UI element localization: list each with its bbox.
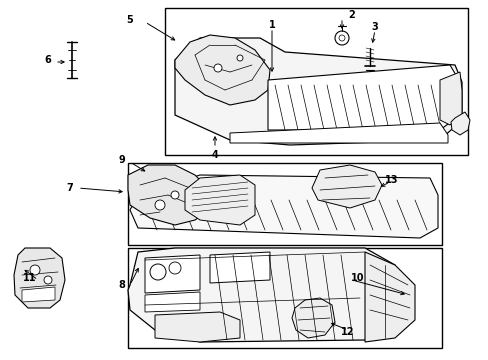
Circle shape [237,55,243,61]
Polygon shape [267,65,459,130]
Polygon shape [128,248,394,342]
Text: 3: 3 [371,22,378,32]
Circle shape [338,35,345,41]
Polygon shape [14,248,65,308]
Polygon shape [155,312,240,342]
Polygon shape [175,35,269,105]
Circle shape [44,276,52,284]
Polygon shape [439,72,461,125]
Text: 12: 12 [341,327,354,337]
Polygon shape [128,165,209,225]
Text: 6: 6 [44,55,51,65]
Text: 5: 5 [126,15,133,25]
Text: 7: 7 [66,183,73,193]
Polygon shape [311,165,381,208]
Circle shape [214,64,222,72]
Text: 1: 1 [268,20,275,30]
Text: 10: 10 [350,273,364,283]
Polygon shape [145,292,200,312]
Circle shape [30,265,40,275]
Polygon shape [128,163,441,245]
Text: 13: 13 [385,175,398,185]
Text: 8: 8 [118,280,125,290]
Text: 9: 9 [119,155,125,165]
Polygon shape [450,112,469,135]
Text: 4: 4 [211,150,218,160]
Circle shape [171,191,179,199]
Polygon shape [229,123,447,143]
Text: 11: 11 [23,273,37,283]
Circle shape [169,262,181,274]
Polygon shape [128,248,441,348]
Polygon shape [184,175,254,225]
Polygon shape [145,255,200,293]
Polygon shape [364,252,414,342]
Polygon shape [291,298,334,338]
Polygon shape [164,8,467,155]
Polygon shape [175,38,461,145]
Polygon shape [130,175,437,238]
Circle shape [334,31,348,45]
Polygon shape [209,252,269,283]
Circle shape [155,200,164,210]
Circle shape [150,264,165,280]
Text: 2: 2 [348,10,355,20]
Polygon shape [22,287,55,302]
